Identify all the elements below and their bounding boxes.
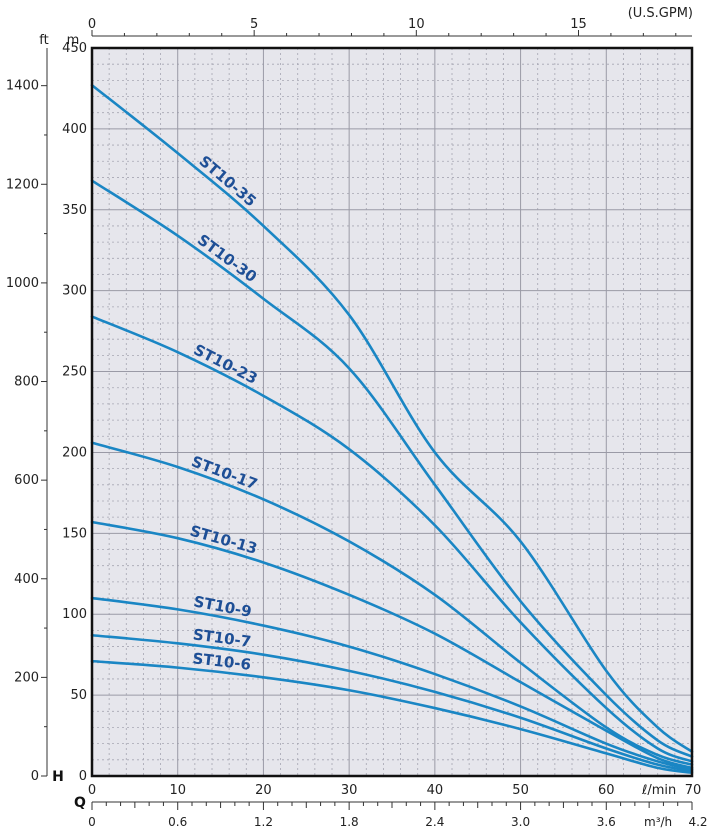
m-axis: 0 50 100 150 200 250 300 350 400 450 [62,41,87,784]
top-axis-tick-label: 15 [570,17,587,32]
q-axis-unit: m³/h [644,815,672,829]
m-axis-unit: m [67,33,80,48]
ft-axis-tick-label: 0 [31,769,39,784]
plot-frame [90,46,694,778]
plot-area [92,48,692,776]
m-axis-tick-label: 350 [62,203,87,218]
m-axis-tick-label: 200 [62,445,87,460]
h-axis-label: H [52,769,64,785]
q-axis-tick-label: 1.8 [340,815,359,829]
ft-axis-tick-label: 1200 [6,177,39,192]
m-axis-tick-label: 150 [62,526,87,541]
q-axis-tick-label: 2.4 [425,815,444,829]
x-axis-tick-label: 60 [598,783,615,798]
q-axis-label: Q [74,795,86,811]
ft-axis-tick-label: 800 [14,375,39,390]
q-axis-tick-label: 0 [88,815,96,829]
top-axis-tick-label: 10 [408,17,425,32]
m-axis-tick-label: 0 [79,769,87,784]
x-axis-tick-label: 70 [685,783,702,798]
m-axis-tick-label: 400 [62,122,87,137]
top-axis-unit: (U.S.GPM) [628,6,693,21]
curve-st10-30 [90,179,694,758]
x-axis-tick-label: 0 [88,783,96,798]
q-axis-tick-label: 0.6 [168,815,187,829]
top-axis-tick-label: 5 [250,17,258,32]
q-axis-tick-label: 3.0 [511,815,530,829]
q-axis-tick-label: 4.2 [688,815,707,829]
ft-axis-tick-label: 200 [14,670,39,685]
x-axis: 0 10 20 30 40 50 60 70 [88,783,701,798]
m-axis-tick-label: 250 [62,365,87,380]
m-axis-tick-label: 50 [70,688,87,703]
x-axis-unit: ℓ/min [641,783,676,798]
curve-st10-13 [90,520,694,770]
curve-st10-6 [90,659,694,775]
m-axis-tick-label: 300 [62,284,87,299]
x-axis-tick-label: 40 [427,783,444,798]
curve-st10-7 [90,633,694,773]
ft-axis-unit: ft [39,33,48,48]
curves [90,83,694,775]
ft-axis-tick-label: 600 [14,473,39,488]
ft-axis-tick-label: 1400 [6,79,39,94]
x-axis-tick-label: 10 [169,783,186,798]
curve-st10-23 [90,315,694,763]
q-axis-tick-label: 3.6 [597,815,616,829]
grid-minor [92,48,692,776]
m-axis-tick-label: 100 [62,607,87,622]
curve-st10-35 [90,83,694,754]
q-axis-tick-label: 1.2 [254,815,273,829]
ft-axis: 0 200 400 600 800 1000 1200 1400 [6,48,48,784]
ft-axis-tick-label: 1000 [6,276,39,291]
m-axis-tick-label: 450 [62,41,87,56]
x-axis-tick-label: 50 [512,783,529,798]
curve-st10-17 [90,441,694,766]
x-axis-tick-label: 30 [341,783,358,798]
top-axis: 0 5 10 15 [88,17,692,37]
x-axis-tick-label: 20 [255,783,272,798]
curve-st10-9 [90,596,694,771]
q-axis: 0 0.6 1.2 1.8 2.4 3.0 3.6 4.2 [88,801,708,829]
ft-axis-tick-label: 400 [14,572,39,587]
top-axis-tick-label: 0 [88,17,96,32]
